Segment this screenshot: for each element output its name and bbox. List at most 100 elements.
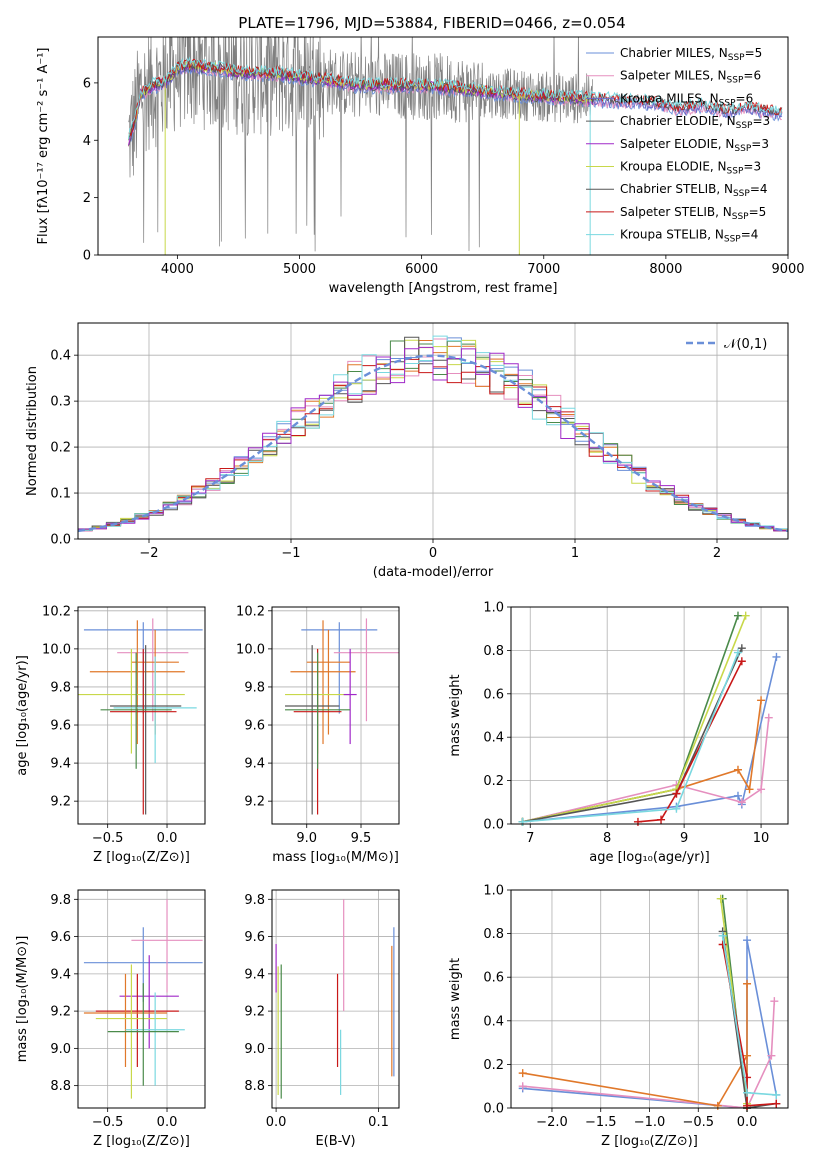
y-tick-label: 0: [83, 249, 91, 264]
y-tick-label: 0.1: [50, 487, 71, 502]
x-tick-label: −0.5: [682, 1115, 714, 1130]
x-tick-label: 9000: [771, 262, 804, 277]
mass_vs_Z-panel: −0.5 0.0 8.8 9.0 9.2 9.4 9.6 9.8 Z [log₁₀(Z/Z⊙)]…: [15, 889, 206, 1149]
series-point-marker: [743, 936, 752, 945]
y-axis-label: Normed distribution: [25, 366, 40, 496]
x-tick-label: 2: [713, 546, 721, 561]
normal-distribution-line: [78, 354, 788, 533]
series-point-marker: [518, 1069, 527, 1078]
x-tick-label: 1: [571, 546, 579, 561]
y-tick-label: 9.0: [50, 1042, 71, 1057]
y-tick-label: 0.0: [483, 1102, 504, 1117]
y-tick-label: 9.8: [244, 893, 265, 908]
x-tick-label: −1: [281, 546, 300, 561]
y-tick-label: 9.4: [50, 967, 71, 982]
y-tick-label: 0.4: [483, 1014, 504, 1029]
age_vs_Z-panel: −0.5 0.0 9.2 9.4 9.6 9.8 10.0 10.2 Z [log₁₀(Z/Z⊙…: [15, 604, 206, 865]
legend-label: Salpeter ELODIE, NSSP=3: [620, 137, 769, 154]
y-tick-label: 9.2: [50, 1005, 71, 1020]
mass_weight_vs_age-panel: 7 8 9 10 0.0 0.2 0.4 0.6 0.8 1.0 age [log₁₀(age/yr…: [448, 601, 789, 865]
x-tick-label: −2.0: [536, 1115, 568, 1130]
x-axis-label: Z [log₁₀(Z/Z⊙)]: [93, 850, 190, 865]
x-tick-label: 0.1: [368, 1115, 389, 1130]
y-tick-label: 0.0: [50, 533, 71, 548]
x-axis-label: wavelength [Angstrom, rest frame]: [329, 281, 558, 296]
y-tick-label: 0.4: [483, 731, 504, 746]
legend-label: Chabrier MILES, NSSP=5: [620, 46, 762, 63]
residuals-panel: −2 −1 0 1 2 0.0 0.1 0.2 0.3 0.4 (data-model)/error…: [25, 322, 789, 580]
x-tick-label: 0: [429, 546, 437, 561]
series-point-marker: [757, 785, 766, 794]
y-tick-label: 0.0: [483, 818, 504, 833]
observed-spectrum-line: [128, 37, 593, 252]
y-tick-label: 4: [83, 134, 91, 149]
series-point-marker: [764, 713, 773, 722]
axes-frame: [77, 889, 206, 1109]
y-tick-label: 0.2: [483, 774, 504, 789]
x-axis-label: mass [log₁₀(M/M⊙)]: [272, 850, 399, 865]
series-point-marker: [772, 1090, 781, 1099]
x-tick-label: −2: [139, 546, 158, 561]
y-tick-label: 0.2: [50, 441, 71, 456]
axes-frame: [510, 606, 789, 825]
x-tick-label: 7: [526, 831, 534, 846]
y-tick-label: 9.6: [244, 930, 265, 945]
y-axis-label: age [log₁₀(age/yr)]: [15, 655, 30, 776]
series-point-marker: [743, 979, 752, 988]
figure-title: PLATE=1796, MJD=53884, FIBERID=0466, z=0…: [238, 14, 625, 32]
legend-label: Chabrier ELODIE, NSSP=3: [620, 114, 770, 131]
model-spectrum-line: [128, 56, 783, 140]
y-tick-label: 10.2: [236, 604, 265, 619]
y-tick-label: 1.0: [483, 601, 504, 616]
x-tick-label: 6000: [405, 262, 438, 277]
y-axis-label: mass weight: [448, 674, 463, 756]
series-point-marker: [733, 611, 742, 620]
y-tick-label: 6: [83, 76, 91, 91]
y-axis-label: Flux [fλ10⁻¹⁷ erg cm⁻² s⁻¹ A⁻¹]: [36, 48, 51, 245]
y-tick-label: 9.6: [50, 719, 71, 734]
x-tick-label: 9.5: [351, 831, 372, 846]
x-tick-label: 8: [603, 831, 611, 846]
y-tick-label: 9.2: [50, 795, 71, 810]
series-point-marker: [772, 652, 781, 661]
y-axis-label: mass [log₁₀(M/M⊙)]: [15, 936, 30, 1063]
x-tick-label: 0.0: [737, 1115, 758, 1130]
x-tick-label: 8000: [649, 262, 682, 277]
series-line: [522, 1001, 776, 1108]
legend-label: Kroupa STELIB, NSSP=4: [620, 228, 758, 245]
y-tick-label: 9.8: [50, 893, 71, 908]
series-point-marker: [718, 931, 727, 940]
legend-label: Salpeter STELIB, NSSP=5: [620, 205, 766, 222]
legend-label: Kroupa ELODIE, NSSP=3: [620, 160, 761, 177]
y-tick-label: 0.6: [483, 971, 504, 986]
x-tick-label: −0.5: [92, 1115, 124, 1130]
y-tick-label: 10.0: [42, 642, 71, 657]
x-tick-label: 9.0: [296, 831, 317, 846]
y-tick-label: 9.0: [244, 1042, 265, 1057]
y-axis-label: mass weight: [448, 958, 463, 1040]
series-point-marker: [737, 798, 746, 807]
axes-frame: [510, 889, 789, 1109]
y-tick-label: 9.6: [244, 719, 265, 734]
y-tick-label: 9.6: [50, 930, 71, 945]
x-axis-label: age [log₁₀(age/yr)]: [589, 850, 710, 865]
x-tick-label: 5000: [283, 262, 316, 277]
y-tick-label: 9.4: [50, 757, 71, 772]
series-point-marker: [518, 1082, 527, 1091]
y-tick-label: 9.4: [244, 967, 265, 982]
y-tick-label: 0.6: [483, 687, 504, 702]
series-point-marker: [770, 997, 779, 1006]
series-point-marker: [716, 894, 725, 903]
series-point-marker: [757, 696, 766, 705]
x-tick-label: 4000: [161, 262, 194, 277]
y-tick-label: 1.0: [483, 884, 504, 899]
axes-frame: [77, 322, 789, 540]
series-point-marker: [743, 1051, 752, 1060]
legend-label: Chabrier STELIB, NSSP=4: [620, 182, 768, 199]
y-tick-label: 0.4: [50, 349, 71, 364]
x-tick-label: 7000: [527, 262, 560, 277]
plots-layer: 4000 5000 6000 7000 8000 9000 0 2 4 6 wavelength […: [15, 36, 805, 1149]
mass_weight_vs_Z-panel: −2.0 −1.5 −1.0 −0.5 0.0 0.0 0.2 0.4 0.6 0.8 1.0 Z […: [448, 884, 789, 1149]
x-axis-label: Z [log₁₀(Z/Z⊙)]: [93, 1134, 190, 1149]
